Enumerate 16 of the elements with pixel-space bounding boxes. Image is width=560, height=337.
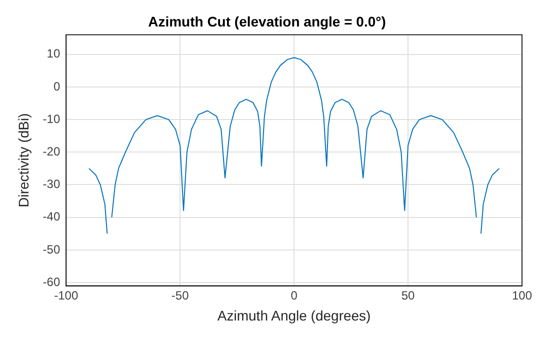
- x-axis-title: Azimuth Angle (degrees): [217, 307, 371, 324]
- y-tick-label: -10: [42, 112, 60, 126]
- y-tick-label: -60: [42, 274, 60, 289]
- x-tick-label: -50: [171, 288, 190, 302]
- x-tick-label: 100: [512, 288, 532, 302]
- y-tick-label: 0: [53, 79, 60, 94]
- y-tick-label: 10: [46, 46, 60, 61]
- x-tick-label: 50: [401, 288, 416, 302]
- y-tick-label: -20: [42, 144, 60, 158]
- y-tick-label: -50: [42, 242, 60, 256]
- x-tick-label: 0: [290, 288, 298, 302]
- y-tick-label: -40: [42, 210, 60, 224]
- x-tick-label: -100: [54, 288, 78, 302]
- y-tick-label: -30: [42, 177, 60, 192]
- chart-title: Azimuth Cut (elevation angle = 0.0°): [148, 13, 386, 30]
- y-axis-title: Directivity (dBi): [15, 113, 32, 208]
